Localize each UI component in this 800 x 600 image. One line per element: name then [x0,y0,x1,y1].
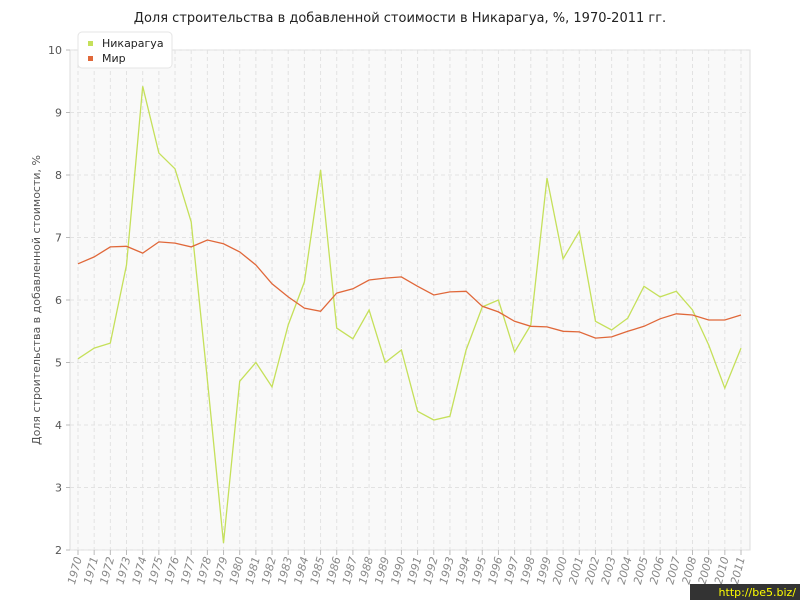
y-tick-label: 7 [55,232,62,245]
y-tick-label: 9 [55,107,62,120]
legend-swatch [88,56,93,61]
legend: Никарагуа Мир [77,31,173,69]
y-tick-label: 3 [55,482,62,495]
legend-label: Никарагуа [102,37,164,50]
legend-swatch [88,41,93,46]
y-axis-label: Доля строительства в добавленной стоимос… [30,155,43,445]
legend-box [77,31,173,69]
y-tick-label: 8 [55,169,62,182]
y-tick-label: 10 [48,44,62,57]
legend-label: Мир [102,52,126,65]
watermark: http://be5.biz/ [719,586,797,599]
y-tick-label: 2 [55,544,62,557]
y-tick-label: 4 [55,419,62,432]
lines [77,86,742,544]
series-line [77,239,742,339]
chart-title: Доля строительства в добавленной стоимос… [134,11,666,26]
y-tick-label: 5 [55,357,62,370]
series-line [77,86,742,544]
watermark-bg [690,584,800,600]
y-tick-label: 6 [55,294,62,307]
